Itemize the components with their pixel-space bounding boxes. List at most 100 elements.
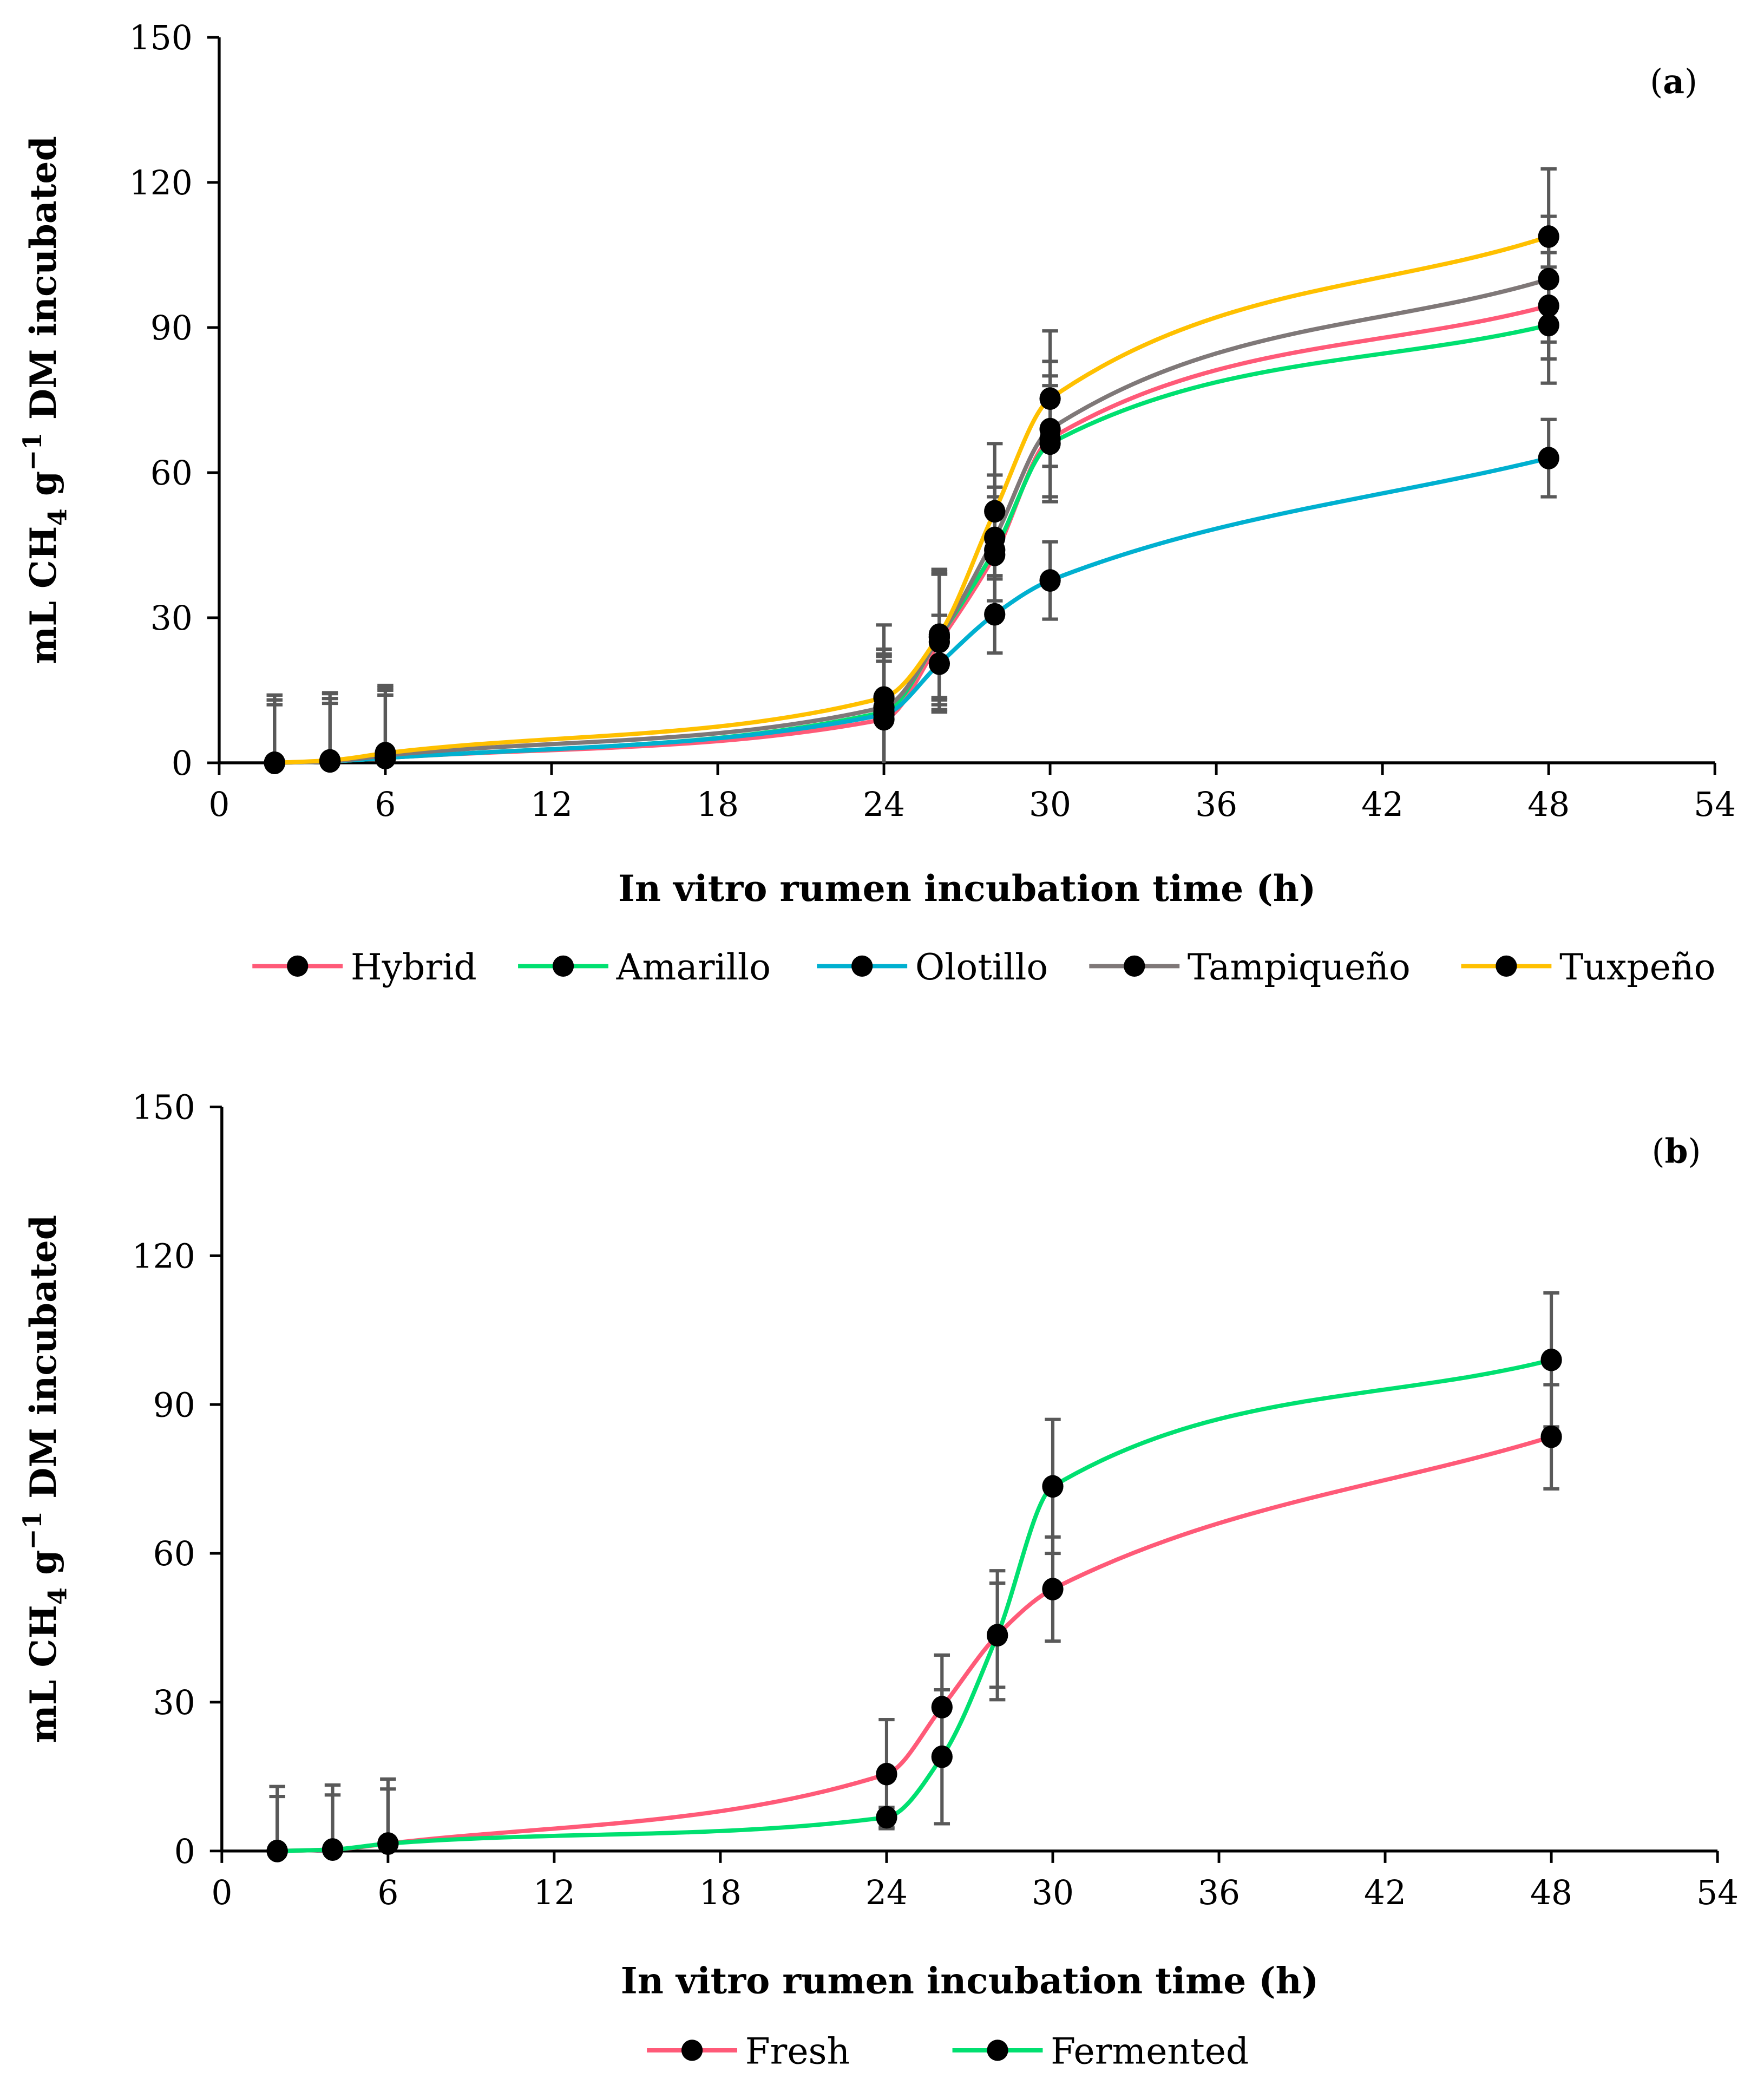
x-tick-label: 54 <box>1694 786 1736 824</box>
legend-label: Fermented <box>1051 2030 1249 2072</box>
x-tick-label: 36 <box>1198 1874 1240 1912</box>
panel-label-paren: ) <box>1684 63 1697 101</box>
y-tick-label: 0 <box>174 1833 195 1871</box>
y-tick-label: 150 <box>129 19 193 57</box>
x-axis-label: In vitro rumen incubation time (h) <box>618 867 1316 910</box>
legend-marker <box>1124 955 1145 977</box>
legend: Fresh Fermented <box>647 2030 1249 2072</box>
data-point-fermented <box>377 1832 399 1855</box>
x-tick-label: 24 <box>865 1874 908 1912</box>
x-tick-label: 0 <box>211 1874 232 1912</box>
x-tick-label: 18 <box>699 1874 742 1912</box>
data-point-fermented <box>1540 1348 1562 1371</box>
data-point-fermented <box>322 1838 344 1861</box>
x-tick-label: 30 <box>1032 1874 1074 1912</box>
y-label-subscript: 4 <box>43 1587 73 1605</box>
y-label-part: DM incubated <box>22 136 64 432</box>
data-point-tuxpeño <box>928 623 950 646</box>
panel-label-paren: ( <box>1650 63 1663 101</box>
x-tick-label: 42 <box>1364 1874 1406 1912</box>
panel-a: 0 6 12 18 24 30 36 42 48 54 0 30 60 90 120 150 In vitro … <box>17 19 1736 988</box>
data-point-fresh <box>876 1762 897 1786</box>
data-point-tampiqueño <box>984 526 1006 550</box>
y-tick-label: 30 <box>153 1684 195 1722</box>
legend: Hybrid Amarillo Olotillo Tampiqueño Tuxpeño <box>252 946 1715 988</box>
y-label-part: mL CH <box>22 526 64 664</box>
legend-label: Fresh <box>745 2030 850 2072</box>
y-label-superscript: −1 <box>17 1511 47 1550</box>
data-point-tuxpeño <box>319 749 341 772</box>
series-line-amarillo <box>274 323 1550 765</box>
y-axis-label: mL CH4 g−1 DM incubated <box>17 136 73 664</box>
panel-label-letter: a <box>1663 62 1684 101</box>
y-tick-label: 60 <box>153 1535 195 1573</box>
legend-marker <box>287 955 309 977</box>
series-line-fresh <box>277 1435 1552 1853</box>
x-tick-label: 36 <box>1195 786 1237 824</box>
data-point-fermented <box>876 1806 897 1829</box>
legend-marker <box>851 955 873 977</box>
x-tick-label: 48 <box>1530 1874 1572 1912</box>
panel-label: (b) <box>1652 1132 1701 1171</box>
y-tick-label: 120 <box>132 1237 195 1276</box>
legend-label: Tampiqueño <box>1188 946 1411 988</box>
y-label-part: mL CH <box>22 1605 64 1743</box>
x-axis-label: In vitro rumen incubation time (h) <box>621 1959 1319 2002</box>
y-label-part: g <box>22 1550 64 1587</box>
data-point-olotillo <box>984 603 1006 626</box>
data-point-fresh <box>1042 1578 1064 1600</box>
x-tick-label: 18 <box>697 786 739 824</box>
data-point-fermented <box>1042 1475 1064 1498</box>
legend-label: Tuxpeño <box>1559 946 1715 988</box>
legend-marker <box>987 2040 1008 2061</box>
data-point-tuxpeño <box>264 751 285 774</box>
x-tick-label: 24 <box>863 786 905 824</box>
data-point-amarillo <box>1538 313 1559 337</box>
x-tick-label: 12 <box>533 1874 575 1912</box>
legend-marker <box>1496 955 1517 977</box>
legend-label: Amarillo <box>616 946 771 988</box>
data-point-hybrid <box>1538 294 1559 317</box>
x-tick-label: 0 <box>208 786 229 824</box>
y-tick-label: 60 <box>150 454 193 493</box>
data-point-fresh <box>1540 1425 1562 1448</box>
x-tick-label: 30 <box>1029 786 1071 824</box>
data-point-tuxpeño <box>375 742 396 764</box>
panel-label-paren: ( <box>1652 1133 1665 1171</box>
panel-label-paren: ) <box>1688 1133 1701 1171</box>
legend-marker <box>681 2040 703 2061</box>
data-point-fermented <box>987 1624 1008 1647</box>
series-line-olotillo <box>274 456 1550 765</box>
series-line-fermented <box>277 1357 1552 1853</box>
data-point-olotillo <box>928 652 950 675</box>
data-point-olotillo <box>1538 447 1559 470</box>
y-tick-label: 0 <box>172 744 193 783</box>
data-point-fresh <box>931 1696 953 1718</box>
data-point-tuxpeño <box>873 686 895 709</box>
y-tick-label: 120 <box>129 164 193 202</box>
panel-b: 0 6 12 18 24 30 36 42 48 54 0 30 60 90 120 150 In vitro … <box>17 1089 1739 2073</box>
x-tick-label: 54 <box>1696 1874 1739 1912</box>
y-label-part: DM incubated <box>22 1215 64 1511</box>
x-tick-label: 6 <box>377 1874 398 1912</box>
y-tick-label: 150 <box>132 1089 195 1127</box>
y-label-part: g <box>22 471 64 508</box>
data-point-fermented <box>266 1839 288 1862</box>
x-tick-label: 48 <box>1527 786 1570 824</box>
panel-label: (a) <box>1650 62 1697 101</box>
legend-marker <box>552 955 574 977</box>
y-label-superscript: −1 <box>17 432 47 471</box>
data-point-tuxpeño <box>1538 225 1559 248</box>
x-tick-label: 12 <box>530 786 573 824</box>
legend-label: Hybrid <box>351 946 477 988</box>
y-tick-label: 30 <box>150 599 193 638</box>
data-point-tuxpeño <box>1039 387 1061 410</box>
data-point-tampiqueño <box>1538 267 1559 291</box>
data-point-olotillo <box>1039 569 1061 592</box>
legend-label: Olotillo <box>915 946 1048 988</box>
panel-label-letter: b <box>1665 1132 1688 1171</box>
y-axis-label: mL CH4 g−1 DM incubated <box>17 1215 73 1743</box>
x-tick-label: 42 <box>1361 786 1404 824</box>
data-point-fermented <box>931 1745 953 1768</box>
